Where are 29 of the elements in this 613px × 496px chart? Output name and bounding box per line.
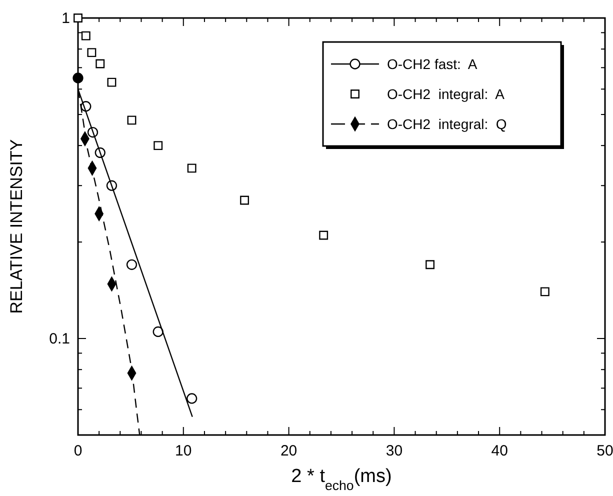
legend-label: O-CH2 integral: Q bbox=[387, 116, 507, 132]
x-tick-label: 50 bbox=[596, 442, 613, 460]
y-tick-label: 1 bbox=[62, 10, 70, 27]
point bbox=[540, 287, 550, 296]
x-axis-title: 2 * t$_{echo}$(ms) bbox=[291, 466, 392, 492]
point bbox=[319, 230, 328, 240]
point bbox=[81, 31, 90, 40]
x-tick-label: 30 bbox=[386, 442, 403, 460]
point bbox=[107, 78, 116, 87]
point bbox=[152, 326, 164, 338]
point bbox=[96, 59, 105, 68]
x-tick-label: 40 bbox=[491, 442, 508, 460]
point bbox=[154, 141, 163, 150]
y-tick-label: 0.1 bbox=[49, 330, 70, 348]
y-axis-title: RELATIVE INTENSITY bbox=[7, 139, 26, 314]
x-tick-label: 20 bbox=[280, 442, 298, 460]
point bbox=[126, 259, 138, 270]
point bbox=[186, 393, 198, 404]
point bbox=[426, 260, 435, 270]
point bbox=[240, 196, 250, 205]
point bbox=[187, 164, 196, 173]
point bbox=[127, 116, 136, 125]
x-tick-label: 10 bbox=[175, 442, 192, 460]
point bbox=[72, 72, 84, 84]
legend-label: O-CH2 fast: A bbox=[387, 56, 478, 72]
point bbox=[87, 48, 96, 58]
legend-label: O-CH2 integral: A bbox=[387, 86, 506, 102]
point bbox=[74, 14, 82, 22]
x-tick-label: 0 bbox=[74, 442, 82, 460]
